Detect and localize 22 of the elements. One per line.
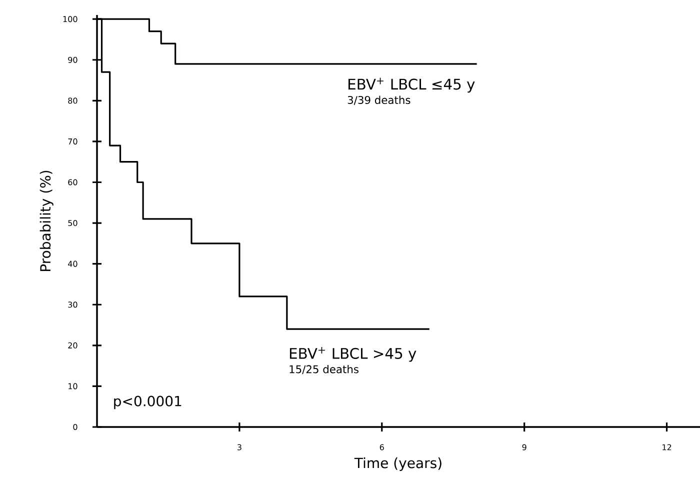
y-tick-label: 100 [63, 16, 78, 22]
x-tick-label: 6 [380, 444, 384, 450]
series-label: EBV$^{+}$ LBCL >45 y [290, 347, 416, 362]
y-tick-label: 10 [68, 383, 78, 390]
series-label: EBV$^{+}$ LBCL ≤45 y [348, 78, 475, 93]
y-tick-label: 60 [68, 179, 78, 186]
x-tick-label: 9 [522, 444, 526, 450]
annotation: 3/39 deaths [348, 96, 410, 105]
x-axis-title: Time (years) [354, 457, 442, 471]
y-tick-label: 80 [68, 98, 78, 104]
y-tick-label: 90 [68, 56, 78, 63]
y-tick-label: 30 [68, 302, 78, 308]
annotation: p<0.0001 [114, 396, 182, 410]
y-tick-label: 20 [68, 342, 78, 348]
y-tick-label: 40 [68, 260, 78, 267]
y-tick-label: 50 [68, 220, 78, 226]
y-tick-label: 0 [73, 424, 78, 430]
x-tick-label: 3 [238, 444, 242, 450]
y-tick-label: 70 [68, 138, 78, 144]
annotation: 15/25 deaths [290, 365, 358, 374]
x-tick-label: 12 [662, 444, 672, 450]
y-axis-title: Probability (%) [40, 170, 54, 271]
